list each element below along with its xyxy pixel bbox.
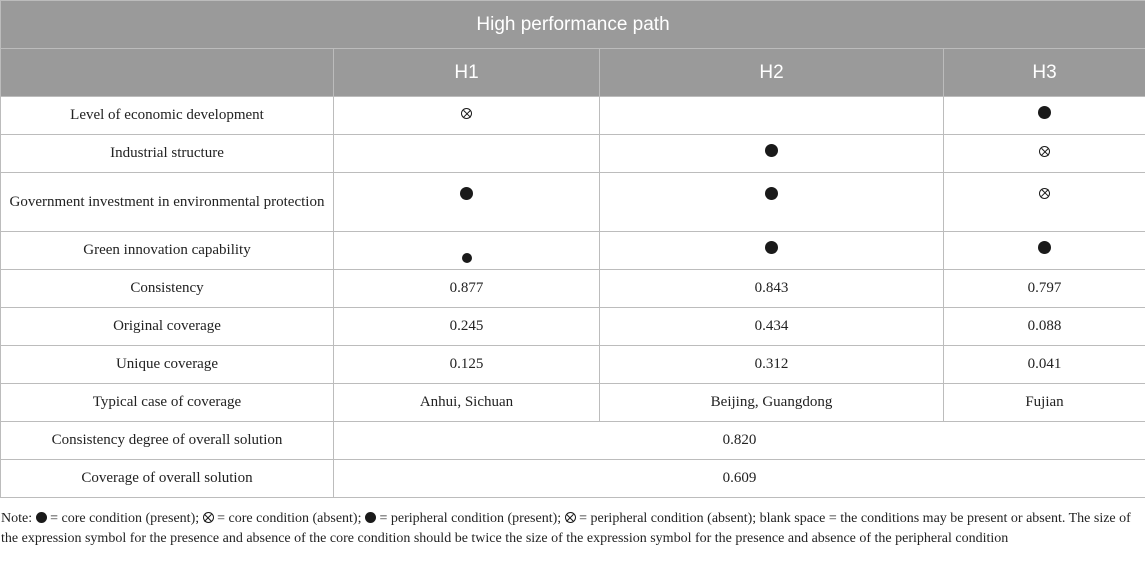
condition-cell xyxy=(942,231,1145,270)
condition-cell xyxy=(942,96,1145,135)
note-text: = core condition (present); xyxy=(46,511,203,526)
table-row: Original coverage 0.245 0.434 0.088 xyxy=(0,307,1145,346)
table-row: Coverage of overall solution 0.609 xyxy=(0,459,1145,498)
circled-times-icon xyxy=(564,512,576,523)
row-label: Original coverage xyxy=(0,307,334,346)
condition-cell xyxy=(333,172,600,232)
table-row: Consistency 0.877 0.843 0.797 xyxy=(0,269,1145,308)
row-label: Industrial structure xyxy=(0,134,334,173)
core-present-icon xyxy=(1038,241,1052,254)
core-present-icon xyxy=(765,241,778,254)
row-label: Level of economic development xyxy=(0,96,334,135)
row-label: Consistency degree of overall solution xyxy=(0,421,334,460)
value-cell: Beijing, Guangdong xyxy=(599,383,944,422)
core-present-icon xyxy=(1038,106,1052,119)
row-label: Unique coverage xyxy=(0,345,334,384)
table-row: Typical case of coverage Anhui, Sichuan … xyxy=(0,383,1145,422)
column-header-h2: H2 xyxy=(599,48,944,97)
value-cell: 0.843 xyxy=(599,269,944,308)
table-row: Unique coverage 0.125 0.312 0.041 xyxy=(0,345,1145,384)
circled-times-icon xyxy=(202,512,214,523)
table-row: Government investment in environmental p… xyxy=(0,172,1145,232)
table-row: Level of economic development xyxy=(0,96,1145,135)
overall-value-cell: 0.820 xyxy=(332,421,1145,460)
table-title: High performance path xyxy=(0,0,1145,49)
note-text: = core condition (absent); xyxy=(213,511,365,526)
value-cell: 0.088 xyxy=(942,307,1145,346)
peripheral-present-icon xyxy=(461,253,472,263)
condition-cell xyxy=(333,231,600,270)
column-header-h1: H1 xyxy=(333,48,600,97)
core-absent-icon xyxy=(1039,146,1051,157)
filled-circle-icon xyxy=(35,512,47,523)
value-cell: Anhui, Sichuan xyxy=(333,383,600,422)
value-cell: 0.312 xyxy=(599,345,944,384)
condition-cell xyxy=(599,96,944,135)
note-text: = peripheral condition (present); xyxy=(375,511,565,526)
condition-cell xyxy=(942,134,1145,173)
core-absent-icon xyxy=(461,108,472,119)
condition-cell xyxy=(599,231,944,270)
row-label: Consistency xyxy=(0,269,334,308)
value-cell: 0.797 xyxy=(942,269,1145,308)
value-cell: 0.041 xyxy=(942,345,1145,384)
value-cell: 0.434 xyxy=(599,307,944,346)
table-row: Industrial structure xyxy=(0,134,1145,173)
condition-cell xyxy=(333,96,600,135)
row-label: Government investment in environmental p… xyxy=(0,172,334,232)
overall-value-cell: 0.609 xyxy=(332,459,1145,498)
results-table: High performance path H1 H2 H3 Level of … xyxy=(0,0,1145,498)
row-label: Coverage of overall solution xyxy=(0,459,334,498)
value-cell: 0.125 xyxy=(333,345,600,384)
core-present-icon xyxy=(765,144,778,157)
row-label: Typical case of coverage xyxy=(0,383,334,422)
filled-circle-icon xyxy=(364,512,376,523)
condition-cell xyxy=(333,134,600,173)
core-absent-icon xyxy=(1039,187,1051,199)
note-prefix: Note: xyxy=(1,511,36,526)
row-label: Green innovation capability xyxy=(0,231,334,270)
core-present-icon xyxy=(460,186,473,200)
value-cell: Fujian xyxy=(942,383,1145,422)
table-row: Green innovation capability xyxy=(0,231,1145,270)
table-note: Note: = core condition (present); = core… xyxy=(1,509,1141,548)
table-row: Consistency degree of overall solution 0… xyxy=(0,421,1145,460)
condition-cell xyxy=(599,134,944,173)
value-cell: 0.245 xyxy=(333,307,600,346)
value-cell: 0.877 xyxy=(333,269,600,308)
header-empty-cell xyxy=(0,48,334,97)
core-present-icon xyxy=(765,186,778,200)
column-header-h3: H3 xyxy=(942,48,1145,97)
condition-cell xyxy=(942,172,1145,232)
condition-cell xyxy=(599,172,944,232)
note-text: = peripheral condition (absent); blank s… xyxy=(1,511,1131,546)
